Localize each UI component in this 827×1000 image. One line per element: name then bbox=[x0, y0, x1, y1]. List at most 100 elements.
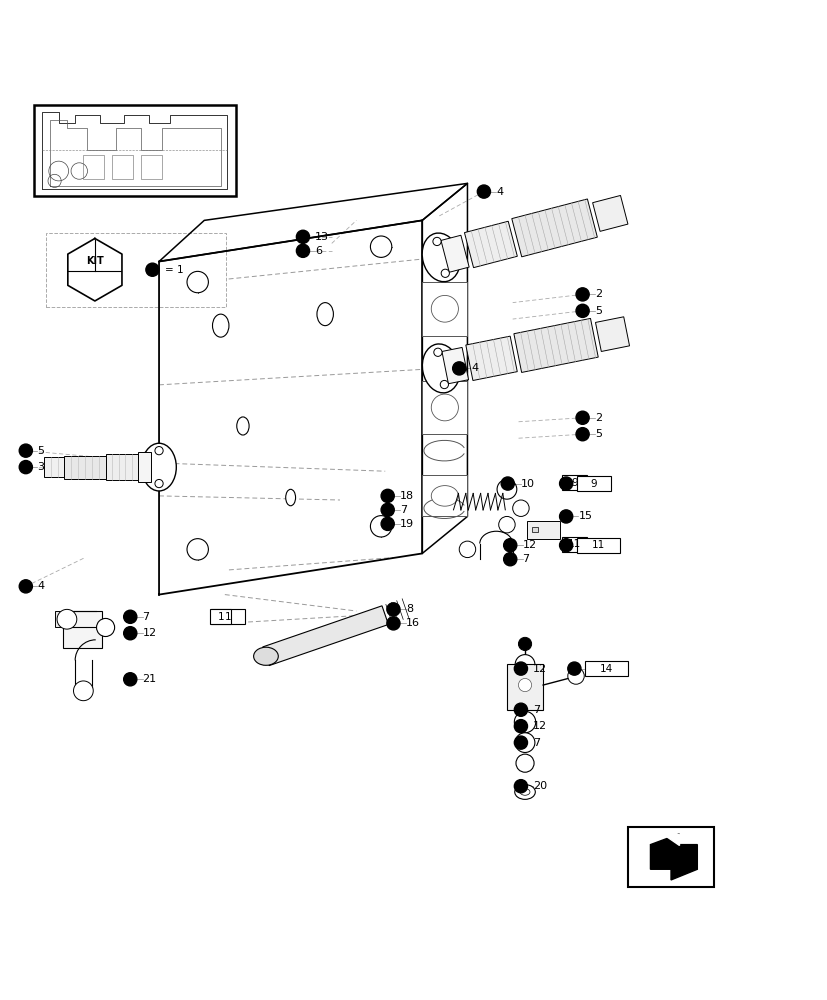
Circle shape bbox=[123, 673, 136, 686]
Bar bbox=[562, 537, 586, 552]
Text: 12: 12 bbox=[533, 721, 547, 731]
Circle shape bbox=[567, 662, 581, 675]
Circle shape bbox=[518, 637, 531, 651]
Circle shape bbox=[296, 244, 309, 257]
Polygon shape bbox=[595, 317, 629, 351]
Circle shape bbox=[514, 733, 534, 752]
Circle shape bbox=[515, 754, 533, 772]
Circle shape bbox=[496, 479, 516, 499]
Circle shape bbox=[370, 516, 391, 537]
Text: 7: 7 bbox=[533, 738, 540, 748]
Circle shape bbox=[187, 271, 208, 293]
Text: 20: 20 bbox=[533, 781, 547, 791]
Circle shape bbox=[476, 185, 490, 198]
Ellipse shape bbox=[422, 233, 460, 282]
Text: 2: 2 bbox=[595, 413, 601, 423]
Circle shape bbox=[155, 447, 163, 455]
Text: 5: 5 bbox=[595, 429, 601, 439]
Text: 5: 5 bbox=[595, 306, 601, 316]
Polygon shape bbox=[262, 606, 388, 666]
Text: 11: 11 bbox=[590, 540, 604, 550]
Bar bbox=[506, 664, 543, 710]
Circle shape bbox=[514, 780, 527, 793]
Text: 1: 1 bbox=[225, 612, 232, 622]
Text: 14: 14 bbox=[599, 664, 612, 674]
Polygon shape bbox=[650, 834, 696, 880]
Circle shape bbox=[146, 263, 159, 276]
Bar bbox=[45, 233, 227, 307]
Text: 9: 9 bbox=[571, 478, 577, 488]
Text: 13: 13 bbox=[315, 232, 329, 242]
Text: 19: 19 bbox=[399, 519, 414, 529]
Circle shape bbox=[155, 479, 163, 488]
Circle shape bbox=[19, 461, 32, 474]
Circle shape bbox=[500, 477, 514, 490]
Circle shape bbox=[187, 539, 208, 560]
Circle shape bbox=[386, 617, 399, 630]
Ellipse shape bbox=[141, 443, 176, 491]
Circle shape bbox=[503, 539, 516, 552]
Bar bbox=[562, 475, 586, 490]
Text: 7: 7 bbox=[399, 505, 407, 515]
Circle shape bbox=[74, 681, 93, 701]
Ellipse shape bbox=[514, 785, 535, 799]
Polygon shape bbox=[44, 457, 65, 477]
Circle shape bbox=[380, 517, 394, 530]
Circle shape bbox=[576, 411, 589, 424]
Text: 4: 4 bbox=[495, 187, 503, 197]
Polygon shape bbox=[464, 221, 517, 268]
Bar bbox=[422, 282, 467, 336]
Circle shape bbox=[514, 711, 535, 733]
Circle shape bbox=[386, 603, 399, 616]
Text: 12: 12 bbox=[533, 664, 547, 674]
Bar bbox=[211, 609, 245, 624]
Circle shape bbox=[514, 703, 527, 716]
Polygon shape bbox=[662, 834, 678, 845]
Bar bbox=[422, 475, 467, 516]
Circle shape bbox=[131, 452, 161, 482]
Text: 12: 12 bbox=[522, 540, 536, 550]
Polygon shape bbox=[441, 235, 469, 272]
Ellipse shape bbox=[237, 417, 249, 435]
Circle shape bbox=[57, 609, 77, 629]
Text: 1: 1 bbox=[218, 612, 224, 622]
Circle shape bbox=[370, 236, 391, 257]
Bar bbox=[84, 155, 104, 179]
Circle shape bbox=[97, 618, 114, 637]
Circle shape bbox=[518, 678, 531, 692]
Circle shape bbox=[459, 541, 475, 558]
Circle shape bbox=[512, 500, 528, 516]
Circle shape bbox=[433, 237, 441, 246]
Ellipse shape bbox=[317, 303, 333, 326]
Text: 3: 3 bbox=[37, 462, 45, 472]
Circle shape bbox=[514, 662, 527, 675]
Circle shape bbox=[380, 489, 394, 502]
Circle shape bbox=[576, 304, 589, 317]
Text: 5: 5 bbox=[37, 446, 45, 456]
Text: 11: 11 bbox=[567, 539, 581, 549]
Bar bbox=[34, 105, 235, 196]
Circle shape bbox=[19, 580, 32, 593]
Text: KIT: KIT bbox=[86, 256, 103, 266]
Circle shape bbox=[559, 539, 572, 552]
Ellipse shape bbox=[431, 295, 458, 322]
Circle shape bbox=[559, 510, 572, 523]
Ellipse shape bbox=[253, 647, 278, 665]
Text: 7: 7 bbox=[533, 705, 540, 715]
Text: 21: 21 bbox=[142, 674, 156, 684]
Text: 18: 18 bbox=[399, 491, 414, 501]
Bar bbox=[531, 527, 538, 532]
Circle shape bbox=[296, 230, 309, 243]
Bar bbox=[210, 609, 231, 624]
Bar bbox=[627, 827, 714, 887]
Circle shape bbox=[576, 428, 589, 441]
Polygon shape bbox=[514, 318, 598, 372]
Circle shape bbox=[567, 668, 584, 684]
Ellipse shape bbox=[431, 394, 458, 421]
Polygon shape bbox=[138, 452, 151, 482]
Text: 10: 10 bbox=[520, 479, 534, 489]
Circle shape bbox=[441, 269, 449, 277]
Circle shape bbox=[452, 362, 466, 375]
Circle shape bbox=[514, 736, 527, 749]
Circle shape bbox=[380, 503, 394, 516]
